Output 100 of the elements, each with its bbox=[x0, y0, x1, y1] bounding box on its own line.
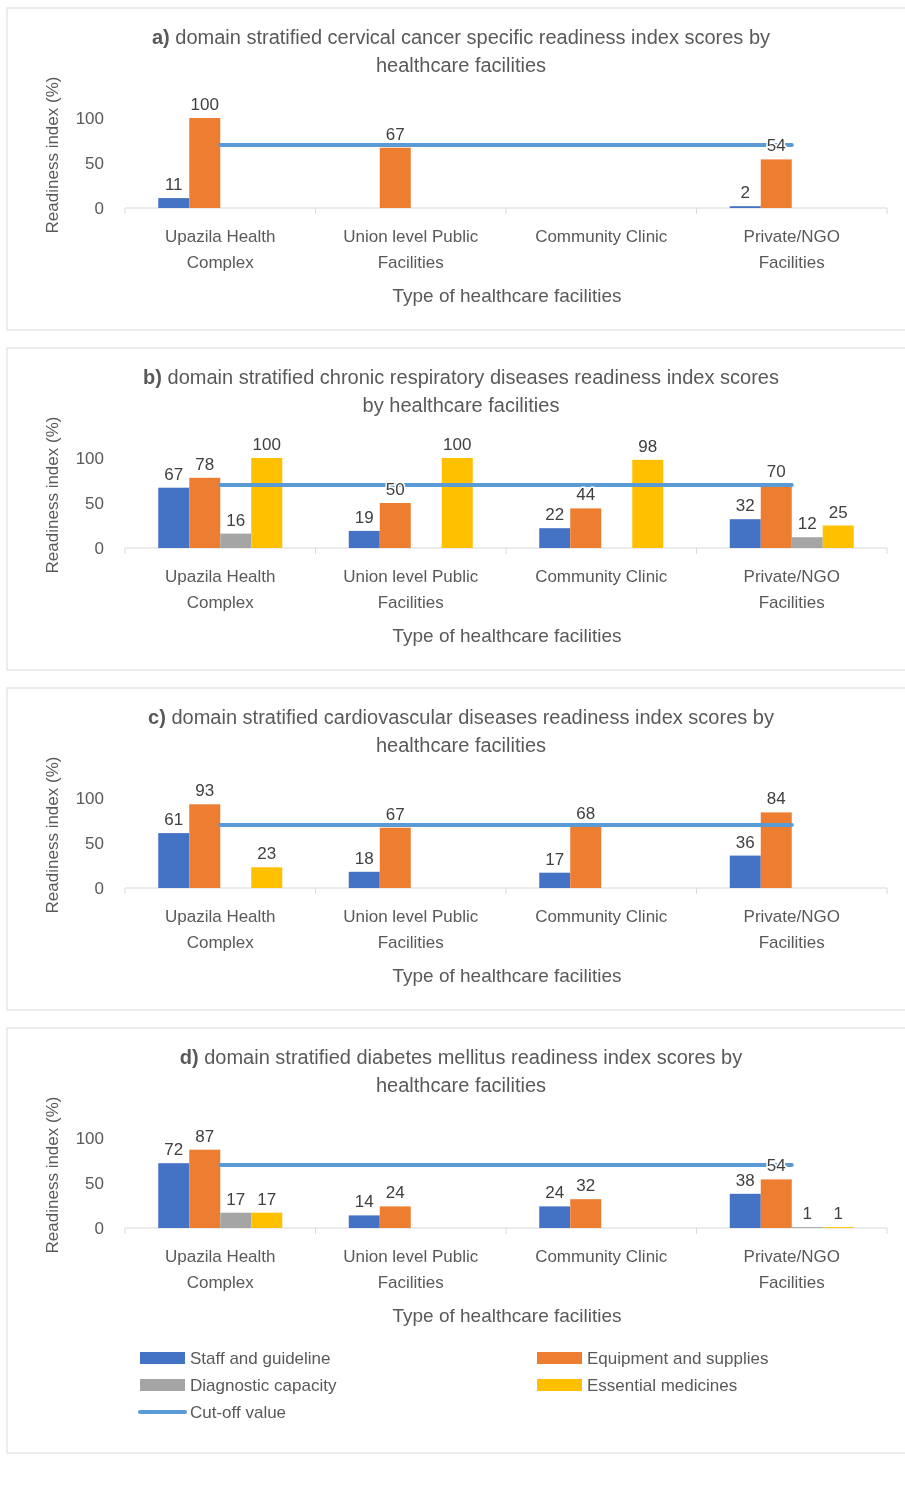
bar bbox=[251, 867, 283, 888]
x-tick-label: Community Clinic bbox=[535, 907, 668, 926]
chart-title: d) domain stratified diabetes mellitus readiness index scores by healthcare facilities bbox=[179, 1046, 743, 1096]
legend-label: Essential medicines bbox=[587, 1376, 738, 1395]
bar bbox=[539, 528, 571, 548]
x-tick-label: Union level Public Facilities bbox=[343, 907, 479, 952]
chart-title: b) domain stratified chronic respiratory diseases readiness index scores by healthcare facilities bbox=[143, 366, 779, 416]
data-label: 67 bbox=[385, 124, 405, 144]
data-label: 17 bbox=[545, 849, 565, 869]
data-label: 84 bbox=[766, 789, 786, 809]
bar bbox=[822, 525, 854, 548]
x-axis-title: Type of healthcare facilities bbox=[392, 965, 622, 986]
legend-label: Cut-off value bbox=[190, 1403, 287, 1422]
bar bbox=[441, 458, 473, 548]
data-label: 23 bbox=[257, 844, 277, 864]
y-tick-label: 50 bbox=[85, 494, 104, 513]
legend-label: Equipment and supplies bbox=[587, 1349, 769, 1368]
y-tick-label: 100 bbox=[75, 789, 104, 808]
data-label: 24 bbox=[385, 1183, 405, 1203]
bar bbox=[539, 1206, 571, 1228]
legend-label: Staff and guideline bbox=[190, 1349, 331, 1368]
bar bbox=[379, 1206, 411, 1228]
bar bbox=[729, 1193, 761, 1228]
data-label: 72 bbox=[164, 1140, 184, 1160]
bar bbox=[632, 459, 664, 548]
x-tick-label: Upazila Health Complex bbox=[164, 907, 276, 952]
x-tick-label: Upazila Health Complex bbox=[164, 567, 276, 612]
bar bbox=[760, 812, 792, 888]
data-label: 18 bbox=[354, 848, 374, 868]
y-tick-label: 0 bbox=[94, 539, 104, 558]
x-tick-label: Private/NGO Facilities bbox=[743, 1247, 840, 1292]
y-axis-title: Readiness index (%) bbox=[43, 756, 62, 914]
bar bbox=[570, 826, 602, 888]
y-tick-label: 100 bbox=[75, 449, 104, 468]
y-tick-label: 0 bbox=[94, 879, 104, 898]
data-label: 44 bbox=[576, 485, 596, 505]
data-label: 70 bbox=[766, 462, 786, 481]
y-tick-label: 100 bbox=[75, 109, 104, 128]
data-label: 100 bbox=[443, 435, 472, 454]
x-tick-label: Private/NGO Facilities bbox=[743, 227, 840, 272]
bar bbox=[760, 1179, 792, 1228]
y-tick-label: 50 bbox=[85, 1174, 104, 1193]
x-axis-title: Type of healthcare facilities bbox=[392, 285, 622, 306]
bar bbox=[570, 1199, 602, 1228]
data-label: 19 bbox=[354, 507, 374, 527]
chart-title: a) domain stratified cervical cancer specific readiness index scores by healthcare facilities bbox=[151, 26, 771, 76]
data-label: 68 bbox=[576, 803, 596, 823]
data-label: 98 bbox=[638, 436, 658, 456]
bar bbox=[189, 1149, 221, 1228]
bar bbox=[189, 804, 221, 888]
y-tick-label: 0 bbox=[94, 199, 104, 218]
bar bbox=[158, 198, 190, 208]
data-label: 93 bbox=[195, 781, 215, 801]
bar bbox=[158, 1163, 190, 1228]
x-tick-label: Community Clinic bbox=[535, 1247, 668, 1266]
data-label: 24 bbox=[545, 1183, 565, 1203]
bar bbox=[791, 537, 823, 548]
x-tick-label: Upazila Health Complex bbox=[164, 227, 276, 272]
data-label: 32 bbox=[735, 496, 755, 516]
bar bbox=[379, 503, 411, 548]
bar bbox=[729, 519, 761, 548]
bar bbox=[760, 159, 792, 208]
data-label: 100 bbox=[252, 435, 281, 454]
x-tick-label: Union level Public Facilities bbox=[343, 227, 479, 272]
data-label: 61 bbox=[164, 810, 184, 830]
bar bbox=[220, 1212, 252, 1228]
data-label: 78 bbox=[195, 454, 215, 474]
data-label: 32 bbox=[576, 1176, 596, 1196]
data-label: 11 bbox=[164, 175, 183, 195]
bar bbox=[539, 872, 571, 888]
bar bbox=[348, 530, 380, 548]
y-tick-label: 100 bbox=[75, 1129, 104, 1148]
bar bbox=[189, 477, 221, 548]
data-label: 2 bbox=[740, 183, 750, 203]
x-axis-title: Type of healthcare facilities bbox=[392, 1305, 622, 1326]
legend-label: Diagnostic capacity bbox=[190, 1376, 337, 1395]
data-label: 1 bbox=[802, 1204, 812, 1224]
x-tick-label: Private/NGO Facilities bbox=[743, 907, 840, 952]
data-label: 1 bbox=[833, 1204, 843, 1224]
bar bbox=[158, 833, 190, 888]
x-tick-label: Union level Public Facilities bbox=[343, 1247, 479, 1292]
data-label: 16 bbox=[226, 510, 246, 530]
data-label: 67 bbox=[164, 464, 184, 484]
data-label: 12 bbox=[797, 514, 817, 534]
data-label: 14 bbox=[354, 1192, 374, 1212]
bar bbox=[189, 118, 221, 208]
x-tick-label: Private/NGO Facilities bbox=[743, 567, 840, 612]
x-tick-label: Union level Public Facilities bbox=[343, 567, 479, 612]
y-axis-title: Readiness index (%) bbox=[43, 1096, 62, 1254]
chart-title: c) domain stratified cardiovascular diseases readiness index scores by healthcare facilities bbox=[148, 706, 774, 756]
data-label: 100 bbox=[190, 95, 219, 114]
data-label: 17 bbox=[226, 1189, 246, 1209]
data-label: 36 bbox=[735, 832, 755, 852]
y-tick-label: 0 bbox=[94, 1219, 104, 1238]
x-tick-label: Community Clinic bbox=[535, 227, 668, 246]
data-label: 25 bbox=[828, 502, 848, 522]
x-axis-title: Type of healthcare facilities bbox=[392, 625, 622, 646]
bar bbox=[251, 1212, 283, 1228]
x-tick-label: Upazila Health Complex bbox=[164, 1247, 276, 1292]
bar bbox=[251, 458, 283, 548]
